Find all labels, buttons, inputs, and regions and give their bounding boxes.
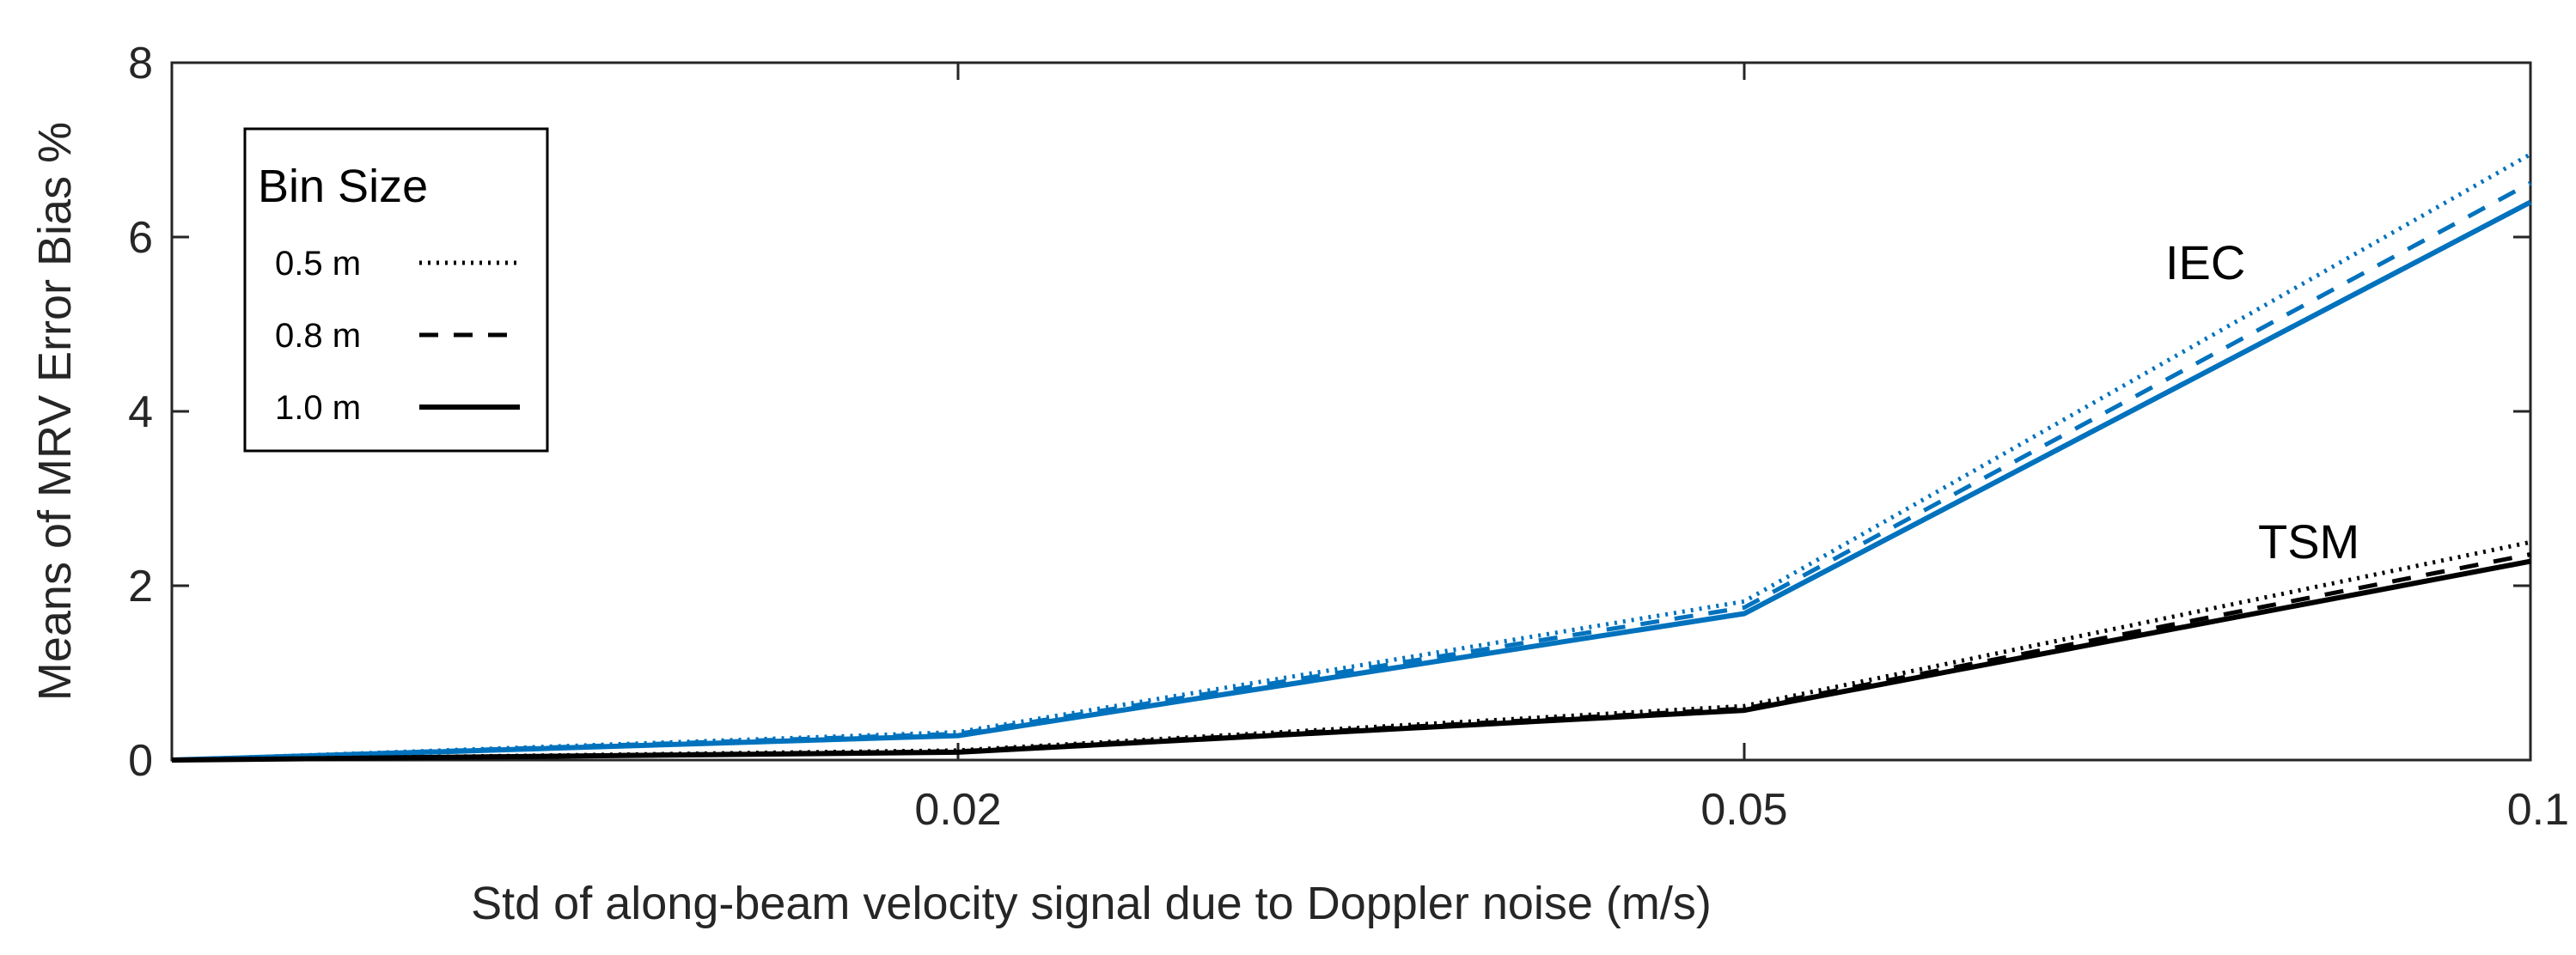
legend-label-1-0m: 1.0 m xyxy=(275,389,361,427)
series-lines xyxy=(171,152,2532,763)
series-line-tsm-10m xyxy=(171,558,2531,763)
y-tick-label: 8 xyxy=(128,39,153,88)
plot-area xyxy=(170,61,2532,762)
x-tick-label: 0.1 xyxy=(2507,785,2569,835)
annotation-tsm: TSM xyxy=(2258,514,2359,569)
legend-label-0-5m: 0.5 m xyxy=(275,245,361,283)
x-axis-label: Std of along-beam velocity signal due to… xyxy=(471,878,1712,929)
axis-ticks: 0 2 4 6 8 0.02 0.05 0.1 xyxy=(128,39,2569,835)
x-tick-label: 0.05 xyxy=(1700,785,1787,835)
y-axis-label: Means of MRV Error Bias % xyxy=(29,122,81,701)
y-tick-label: 6 xyxy=(128,213,153,263)
y-tick-label: 4 xyxy=(128,387,153,437)
series-line-iec-10m xyxy=(171,199,2532,763)
x-tick-label: 0.02 xyxy=(914,785,1001,835)
legend-title: Bin Size xyxy=(258,161,428,212)
annotation-iec: IEC xyxy=(2165,235,2245,289)
legend-label-0-8m: 0.8 m xyxy=(275,317,361,355)
y-tick-label: 0 xyxy=(128,736,153,786)
legend-box xyxy=(243,127,549,453)
y-tick-label: 2 xyxy=(128,562,153,611)
legend: Bin Size 0.5 m 0.8 m 1.0 m xyxy=(243,127,549,453)
